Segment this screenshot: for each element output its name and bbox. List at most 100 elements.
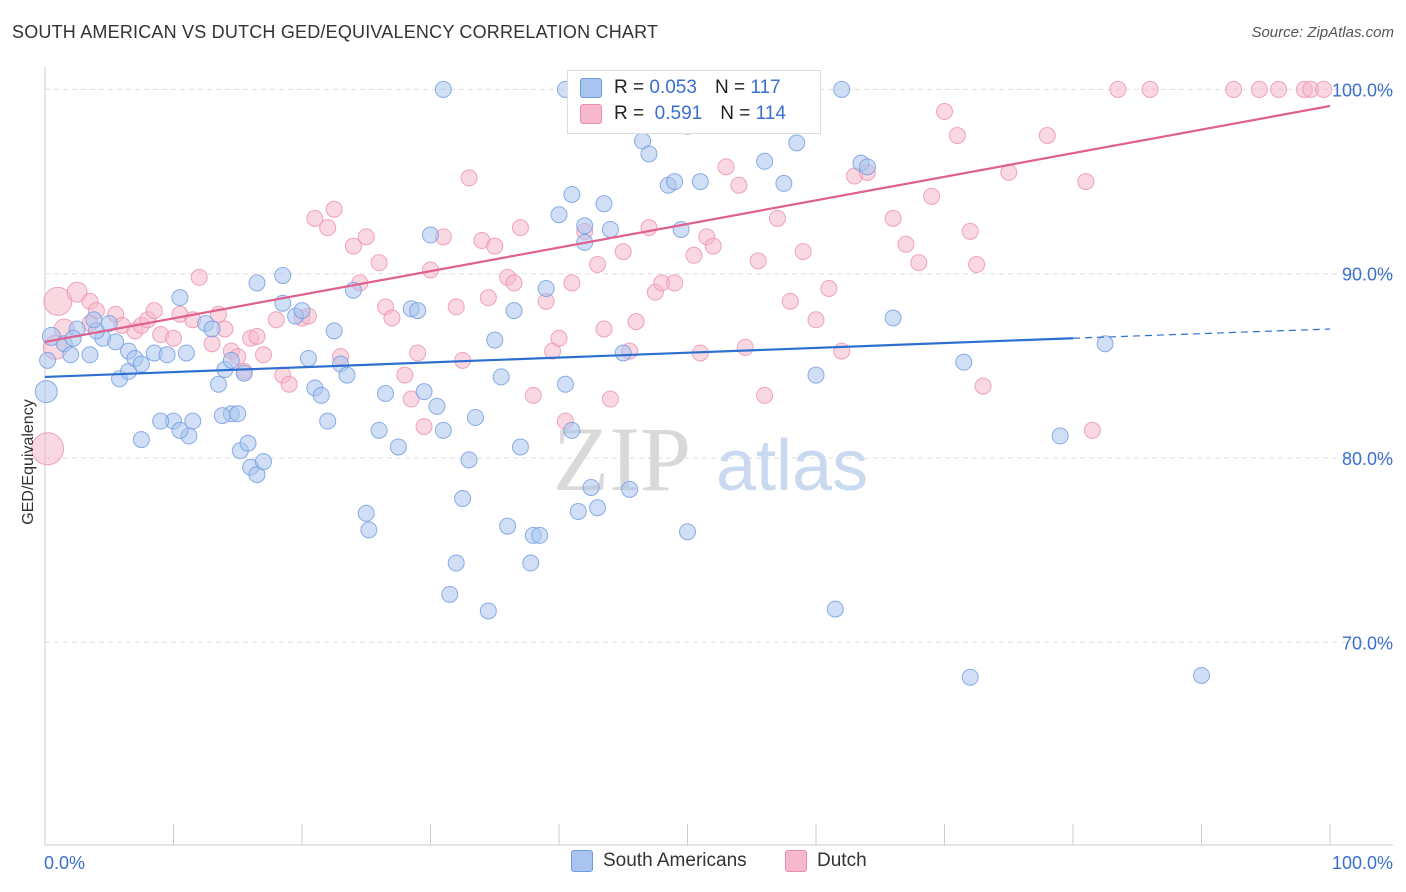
legend-label-south-americans: South Americans <box>603 850 747 871</box>
south-american-point <box>81 346 99 364</box>
y-axis-label: GED/Equivalency <box>20 399 37 524</box>
south-american-point <box>1051 427 1069 445</box>
legend-item-dutch[interactable]: Dutch <box>785 850 867 872</box>
south-american-point <box>222 351 240 369</box>
watermark: ZIP atlas <box>553 408 868 510</box>
south-american-point <box>756 152 774 170</box>
south-american-point <box>679 523 696 541</box>
south-american-point <box>39 351 57 369</box>
south-american-point <box>582 478 600 496</box>
x-tick-label: 100.0% <box>1332 853 1393 873</box>
south-american-point <box>788 134 806 152</box>
dutch-point <box>357 228 375 246</box>
dutch-point <box>550 329 568 347</box>
legend-label-dutch: Dutch <box>817 850 867 871</box>
dutch-point <box>717 158 735 176</box>
south-american-point <box>171 421 189 439</box>
blue-swatch <box>580 78 602 98</box>
south-american-point <box>1096 335 1114 353</box>
south-american-point <box>434 80 452 98</box>
south-american-point <box>293 302 311 320</box>
south-american-point <box>955 353 973 371</box>
dutch-point <box>833 342 851 360</box>
x-tick-label: 0.0% <box>44 853 85 873</box>
south-american-point <box>389 438 407 456</box>
south-american-point <box>357 504 375 522</box>
dutch-point <box>601 390 619 408</box>
legend-n-value: 117 <box>750 77 781 98</box>
dutch-point <box>325 200 343 218</box>
legend-item-south-americans[interactable]: South Americans <box>571 850 747 872</box>
legend-r-value: 0.591 <box>654 103 703 124</box>
south-american-point <box>826 600 844 618</box>
south-american-point <box>563 185 581 203</box>
pink-swatch <box>580 104 602 124</box>
south-american-point <box>239 434 257 452</box>
dutch-point <box>415 418 433 436</box>
dutch-point <box>666 274 684 292</box>
dutch-point <box>43 286 73 316</box>
south-american-point <box>499 517 517 535</box>
dutch-point <box>267 311 285 329</box>
south-american-point <box>132 431 150 449</box>
legend-n-value: 114 <box>755 103 786 124</box>
south-american-point <box>434 421 452 439</box>
dutch-point <box>948 127 966 144</box>
trend-lines <box>44 104 1331 379</box>
south-american-point <box>325 322 343 340</box>
dutch-point <box>781 292 799 310</box>
dutch-point <box>923 187 941 205</box>
legend-r-label: R = <box>614 77 645 98</box>
correlation-legend: R = 0.053 N = 117 R = 0.591 N = 114 <box>567 70 821 134</box>
dutch-point <box>1141 80 1159 98</box>
south-american-point <box>486 331 504 349</box>
dutch-point <box>614 243 632 261</box>
dutch-point <box>460 169 478 187</box>
legend-row-south-americans: R = 0.053 N = 117 <box>580 76 781 100</box>
south-american-point <box>479 602 497 620</box>
south-american-point <box>537 279 555 297</box>
tick-labels: 100.0% 90.0% 80.0% 70.0% 0.0% 100.0% <box>44 80 1393 873</box>
pink-swatch <box>785 850 807 872</box>
dutch-point <box>383 309 401 327</box>
south-american-point <box>492 368 510 386</box>
dutch-point <box>640 219 658 237</box>
south-american-point <box>177 344 195 362</box>
source-label: Source: ZipAtlas.com <box>1251 24 1394 41</box>
dutch-point <box>730 176 748 194</box>
dutch-point <box>1250 80 1268 98</box>
dutch-point <box>447 298 465 316</box>
dutch-point <box>910 254 928 272</box>
dutch-point <box>1270 80 1288 98</box>
dutch-point <box>968 256 986 273</box>
dutch-point <box>1315 80 1333 98</box>
dutch-point <box>248 327 266 345</box>
series-legend: South Americans Dutch <box>0 850 1406 878</box>
dutch-point <box>486 237 504 255</box>
south-american-point <box>1193 666 1210 684</box>
south-american-point <box>338 366 356 384</box>
dutch-point <box>820 279 838 297</box>
south-american-point <box>299 349 317 367</box>
south-american-point <box>100 314 118 332</box>
south-american-point <box>248 274 266 292</box>
dutch-point <box>595 320 613 338</box>
south-american-point <box>370 421 388 439</box>
watermark-atlas: atlas <box>716 426 868 506</box>
south-american-point <box>550 206 568 224</box>
south-american-point <box>666 173 684 191</box>
south-american-point <box>132 355 150 373</box>
dutch-point <box>807 311 825 329</box>
south-american-point <box>460 451 478 469</box>
south-american-point <box>319 412 337 430</box>
south-american-point <box>466 408 484 426</box>
south-american-point <box>209 375 227 393</box>
south-american-point <box>505 302 523 320</box>
south-american-point <box>360 521 378 539</box>
dutch-point <box>563 274 581 292</box>
dutch-point <box>306 209 324 227</box>
dutch-point <box>254 346 272 364</box>
dutch-point <box>165 329 182 347</box>
south-american-point <box>171 289 189 307</box>
